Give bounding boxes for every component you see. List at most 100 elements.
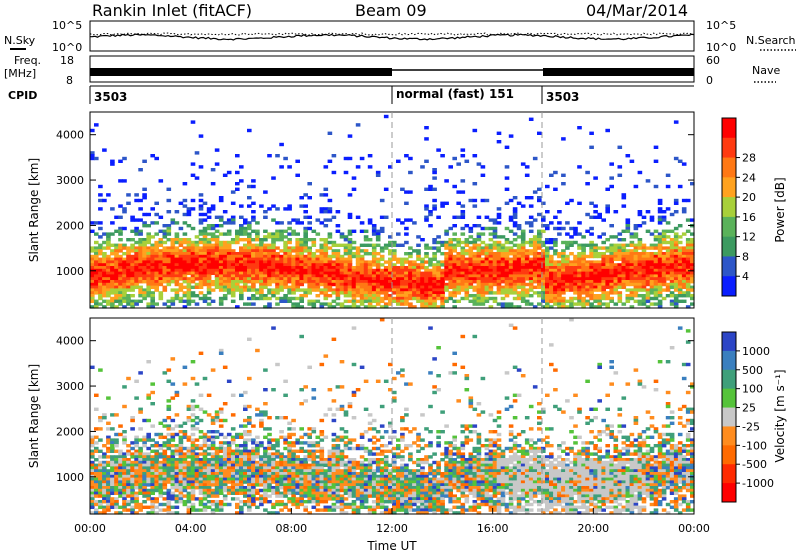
power-cell bbox=[516, 235, 522, 239]
power-cell bbox=[637, 280, 643, 284]
velocity-cell bbox=[210, 469, 216, 473]
power-cell bbox=[299, 296, 304, 301]
power-cell bbox=[673, 271, 679, 275]
power-cell bbox=[315, 271, 321, 275]
velocity-cell bbox=[102, 452, 107, 456]
power-cell bbox=[609, 249, 614, 253]
power-cell bbox=[605, 249, 610, 253]
velocity-cell bbox=[218, 477, 224, 481]
velocity-cell bbox=[275, 452, 280, 456]
power-cell bbox=[255, 271, 260, 275]
power-cell bbox=[222, 263, 228, 267]
power-cell bbox=[291, 249, 296, 253]
cpid-segment-1: 3503 bbox=[94, 90, 127, 104]
power-cell bbox=[452, 246, 457, 250]
power-cell bbox=[303, 271, 308, 275]
velocity-cell bbox=[122, 452, 127, 456]
power-cell bbox=[553, 274, 558, 278]
power-cell bbox=[343, 246, 349, 250]
power-cell bbox=[202, 235, 208, 239]
velocity-cell bbox=[186, 463, 192, 467]
power-cell bbox=[557, 254, 562, 259]
power-cell bbox=[396, 280, 401, 284]
power-cell bbox=[553, 240, 558, 245]
power-cell bbox=[412, 282, 417, 287]
power-cell bbox=[472, 268, 478, 273]
power-cell bbox=[335, 260, 341, 264]
velocity-cell bbox=[239, 486, 244, 490]
power-cell bbox=[174, 277, 180, 281]
velocity-cell bbox=[166, 508, 172, 512]
velocity-cell bbox=[210, 455, 216, 459]
power-cell bbox=[106, 257, 111, 261]
velocity-cell bbox=[198, 418, 204, 423]
power-cell bbox=[146, 257, 151, 261]
power-cell bbox=[190, 240, 196, 245]
power-cell bbox=[363, 238, 369, 242]
power-cell bbox=[351, 176, 357, 180]
power-cell bbox=[545, 260, 550, 264]
velocity-cell bbox=[255, 491, 260, 495]
velocity-cell bbox=[170, 458, 176, 462]
velocity-cell bbox=[230, 413, 236, 417]
power-cell bbox=[480, 296, 486, 301]
power-cell bbox=[235, 268, 240, 273]
power-cell bbox=[130, 263, 135, 267]
power-cell bbox=[553, 215, 558, 219]
power-cell bbox=[218, 260, 224, 264]
velocity-cell bbox=[247, 449, 252, 453]
power-cell bbox=[363, 235, 369, 239]
power-cell bbox=[496, 140, 502, 144]
velocity-cell bbox=[150, 402, 155, 406]
velocity-cell bbox=[235, 486, 240, 490]
power-cell bbox=[351, 271, 357, 275]
power-cell bbox=[315, 277, 321, 281]
power-cell bbox=[182, 249, 188, 253]
power-cell bbox=[565, 263, 570, 267]
power-cell bbox=[685, 252, 691, 256]
power-cell bbox=[520, 282, 526, 287]
power-cell bbox=[665, 282, 671, 287]
cpid-segment-2: normal (fast) 151 bbox=[396, 87, 514, 101]
velocity-cell bbox=[130, 508, 135, 512]
power-cell bbox=[633, 226, 639, 231]
power-cell bbox=[681, 282, 687, 287]
velocity-cell bbox=[210, 458, 216, 462]
power-cell bbox=[90, 151, 95, 155]
power-cell bbox=[665, 229, 671, 233]
power-cell bbox=[359, 243, 365, 247]
velocity-cell bbox=[134, 474, 139, 479]
velocity-cell bbox=[130, 483, 135, 487]
velocity-cell bbox=[186, 438, 192, 442]
power-cell bbox=[661, 277, 667, 281]
power-cell bbox=[267, 243, 272, 247]
power-cell bbox=[315, 266, 321, 270]
power-cell bbox=[134, 232, 139, 236]
power-cell bbox=[375, 302, 381, 306]
power-cell bbox=[396, 266, 401, 270]
power-cell bbox=[255, 268, 260, 273]
power-cell bbox=[657, 246, 663, 250]
velocity-cell bbox=[150, 483, 155, 487]
power-cell bbox=[669, 271, 675, 275]
power-cell bbox=[537, 235, 542, 239]
velocity-cell bbox=[226, 491, 232, 495]
velocity-cell bbox=[202, 477, 208, 481]
power-cell bbox=[645, 280, 651, 284]
power-cell bbox=[444, 274, 449, 278]
power-cell bbox=[669, 274, 675, 278]
power-cell bbox=[408, 268, 413, 273]
power-cell bbox=[448, 271, 453, 275]
velocity-cell bbox=[194, 480, 200, 484]
power-cell bbox=[210, 280, 216, 284]
power-cell bbox=[106, 282, 111, 287]
power-cell bbox=[255, 288, 260, 292]
power-cell bbox=[690, 240, 695, 245]
power-cell bbox=[114, 285, 119, 289]
power-cell bbox=[541, 254, 546, 259]
velocity-cell bbox=[130, 472, 135, 476]
power-cell bbox=[359, 260, 365, 264]
velocity-cell bbox=[94, 502, 99, 507]
velocity-cell bbox=[138, 488, 143, 493]
velocity-cell bbox=[158, 474, 164, 479]
